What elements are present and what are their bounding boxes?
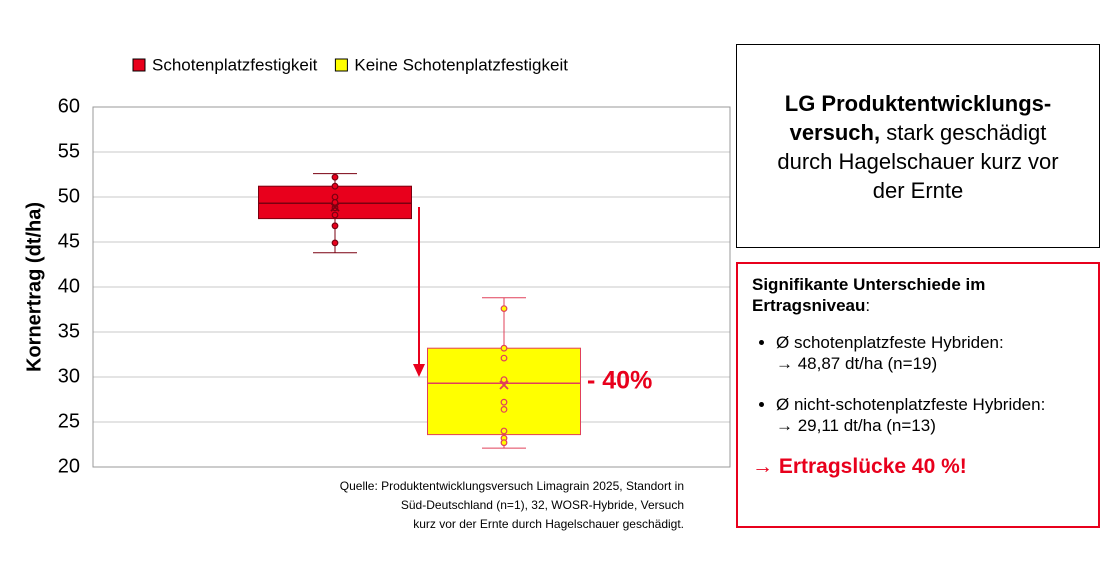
info-bold: LG Produktentwicklungs- xyxy=(784,91,1052,116)
y-tick-label: 45 xyxy=(58,230,80,252)
data-point xyxy=(500,344,508,352)
result-heading-colon: : xyxy=(865,296,871,315)
y-axis-label: Kornertrag (dt/ha) xyxy=(23,202,45,372)
data-point xyxy=(500,305,508,313)
data-point xyxy=(331,173,339,181)
result-item: Ø schotenplatzfeste Hybriden: → 48,87 dt/… xyxy=(776,332,1086,374)
result-heading: Ertragsniveau xyxy=(752,296,866,315)
result-item-label: Ø schotenplatzfeste Hybriden: xyxy=(776,333,1004,352)
result-list: Ø schotenplatzfeste Hybriden: → 48,87 dt/… xyxy=(752,332,1086,436)
y-tick-label: 50 xyxy=(58,185,80,207)
y-tick-label: 30 xyxy=(58,365,80,387)
legend-swatch xyxy=(132,58,146,72)
info-box: LG Produktentwicklungs- versuch, stark g… xyxy=(736,44,1100,248)
info-text: stark geschädigt xyxy=(886,120,1047,145)
data-point xyxy=(331,211,339,219)
annotation: - 40% xyxy=(587,367,652,395)
data-point xyxy=(331,193,339,201)
result-box: Signifikante Unterschiede im Ertragsnive… xyxy=(736,262,1100,528)
data-point xyxy=(500,398,508,406)
result-item-value: → 48,87 dt/ha (n=19) xyxy=(776,354,938,373)
result-heading: Signifikante Unterschiede im xyxy=(752,275,986,294)
legend-swatch xyxy=(334,58,348,72)
box xyxy=(427,347,581,436)
box-plot xyxy=(258,173,412,254)
legend-label: Keine Schotenplatzfestigkeit xyxy=(354,55,568,74)
result-item: Ø nicht-schotenplatzfeste Hybriden: → 29,… xyxy=(776,394,1086,436)
result-item-label: Ø nicht-schotenplatzfeste Hybriden: xyxy=(776,395,1046,414)
result-conclusion: → Ertragslücke 40 %! xyxy=(752,455,967,478)
data-point xyxy=(331,182,339,190)
y-tick-label: 55 xyxy=(58,140,80,162)
plot-border xyxy=(92,106,731,468)
mean-marker xyxy=(330,202,340,212)
info-bold: versuch, xyxy=(789,120,881,145)
info-text: durch Hagelschauer kurz vor xyxy=(777,149,1059,174)
result-item-value: → 29,11 dt/ha (n=13) xyxy=(776,416,936,435)
y-tick-label: 40 xyxy=(58,275,80,297)
data-point xyxy=(331,239,339,247)
data-point xyxy=(500,427,508,435)
source-note: kurz vor der Ernte durch Hagelschauer ge… xyxy=(413,517,684,531)
data-point xyxy=(331,222,339,230)
box-plot xyxy=(427,297,581,449)
y-tick-label: 25 xyxy=(58,410,80,432)
data-point xyxy=(500,439,508,447)
y-tick-label: 35 xyxy=(58,320,80,342)
data-point xyxy=(500,354,508,362)
info-text: der Ernte xyxy=(872,178,964,203)
y-tick-label: 60 xyxy=(58,95,80,117)
data-point xyxy=(500,406,508,413)
source-note: Quelle: Produktentwicklungsversuch Limag… xyxy=(340,479,684,493)
data-point xyxy=(500,376,508,384)
source-note: Süd-Deutschland (n=1), 32, WOSR-Hybride,… xyxy=(401,498,684,512)
mean-marker xyxy=(499,380,509,390)
arrow-head xyxy=(413,364,425,377)
legend-label: Schotenplatzfestigkeit xyxy=(152,55,318,74)
y-tick-label: 20 xyxy=(58,455,80,477)
